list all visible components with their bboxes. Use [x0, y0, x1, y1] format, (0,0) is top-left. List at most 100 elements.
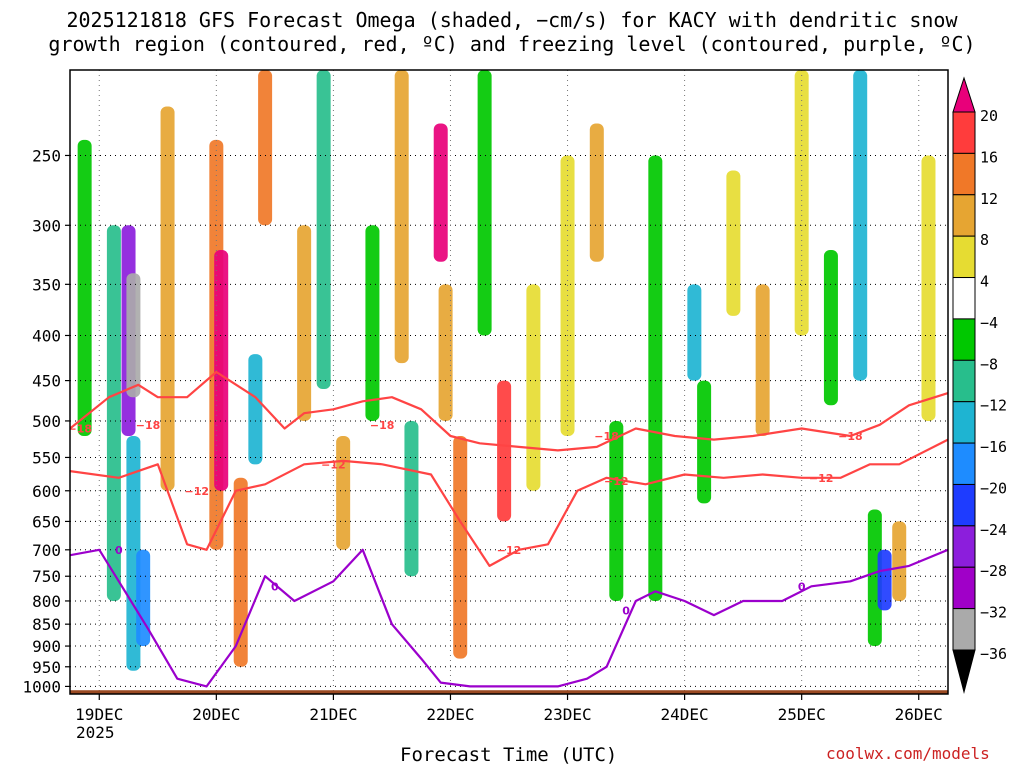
omega-cell-22: [497, 380, 512, 522]
colorbar-label-4: 4: [980, 273, 989, 291]
x-tick-label-26DEC: 26DEC: [895, 705, 943, 724]
y-tick-label-650: 650: [32, 512, 61, 531]
colorbar-swatch-10: [952, 483, 976, 527]
omega-cell-21: [477, 70, 492, 336]
omega-cell-29: [697, 380, 712, 504]
omega-cell-0: [77, 139, 92, 436]
minus18-isotherm-label-0: −18: [67, 423, 92, 436]
colorbar-swatch-1: [952, 111, 976, 154]
freezing-level-label-3: 0: [798, 580, 806, 593]
colorbar-label-7: −12: [980, 397, 1007, 415]
colorbar-swatch-9: [952, 442, 976, 485]
colorbar: 20 16 12 8 4 −4 −8 −12 −16 −20 −24 −28 −32 −36: [952, 76, 1007, 694]
omega-cell-11: [258, 70, 273, 226]
x-tick-label-21DEC: 21DEC: [309, 705, 357, 724]
y-tick-label-350: 350: [32, 275, 61, 294]
colorbar-swatch-8: [952, 401, 976, 444]
colorbar-swatch-6: [952, 318, 976, 361]
axes: 250 300 350 400 450 500 550 600 650 700 750 800 850 9…: [22, 146, 942, 742]
omega-cell-38: [921, 155, 936, 421]
colorbar-label-13: −36: [980, 645, 1007, 663]
omega-cell-1: [106, 225, 121, 601]
colorbar-label-0: 20: [980, 107, 998, 125]
omega-cell-33: [823, 250, 838, 406]
omega-cell-19: [438, 284, 453, 421]
colorbar-label-6: −8: [980, 355, 998, 373]
omega-cell-6: [160, 106, 175, 491]
minus12-isotherm-label-3: −12: [604, 475, 629, 488]
x-tick-sublabel-19DEC: 2025: [76, 723, 115, 742]
freezing-level-label-0: 0: [115, 544, 123, 557]
colorbar-label-5: −4: [980, 314, 998, 332]
omega-cell-28: [687, 284, 702, 381]
omega-cell-18: [433, 123, 448, 262]
contour-lines: −18 −18 −18 −18 −18 −12 −12 −12 −12 −12 0 0 0 0: [67, 370, 948, 688]
minus12-isotherm-label-4: −12: [809, 472, 834, 485]
colorbar-label-3: 8: [980, 231, 989, 249]
y-tick-label-600: 600: [32, 482, 61, 501]
colorbar-label-12: −32: [980, 604, 1007, 622]
freezing-level-label-2: 0: [622, 604, 630, 617]
omega-cell-35: [867, 509, 882, 647]
omega-cell-23: [526, 284, 541, 491]
y-tick-label-400: 400: [32, 326, 61, 345]
y-tick-label-800: 800: [32, 592, 61, 611]
colorbar-swatch-3: [952, 194, 976, 237]
colorbar-label-1: 16: [980, 148, 998, 166]
colorbar-swatch-11: [952, 525, 976, 568]
credit-link[interactable]: coolwx.com/models: [826, 744, 990, 763]
chart-title-line-1: 2025121818 GFS Forecast Omega (shaded, −…: [66, 8, 958, 32]
x-axis-label: Forecast Time (UTC): [400, 744, 618, 766]
omega-cell-12: [297, 225, 312, 421]
omega-cell-13: [316, 70, 331, 390]
colorbar-label-10: −24: [980, 521, 1007, 539]
colorbar-swatch-12: [952, 566, 976, 610]
y-tick-label-450: 450: [32, 372, 61, 391]
omega-cell-26: [609, 420, 624, 601]
colorbar-label-9: −20: [980, 479, 1007, 497]
y-tick-label-900: 900: [32, 637, 61, 656]
x-tick-label-19DEC: 19DEC: [75, 705, 123, 724]
colorbar-swatch-13: [952, 608, 976, 651]
minus18-isotherm-label-2: −18: [370, 419, 395, 432]
omega-cell-30: [726, 170, 741, 316]
y-tick-label-550: 550: [32, 448, 61, 467]
grid: [70, 70, 948, 694]
omega-cell-37: [892, 521, 907, 601]
minus12-isotherm: [70, 438, 948, 567]
omega-cell-20: [453, 435, 468, 659]
omega-cell-15: [365, 225, 380, 421]
terrain-surface: [70, 690, 948, 694]
omega-cell-16: [394, 70, 409, 364]
x-tick-label-25DEC: 25DEC: [778, 705, 826, 724]
omega-cell-8: [214, 250, 229, 491]
omega-cell-10: [248, 354, 263, 465]
y-tick-label-500: 500: [32, 412, 61, 431]
minus18-isotherm-label-3: −18: [594, 430, 619, 443]
omega-cell-25: [589, 123, 604, 262]
freezing-level: [70, 548, 948, 688]
y-tick-label-700: 700: [32, 541, 61, 560]
colorbar-bottom-arrow: [952, 649, 976, 694]
omega-shading: [77, 70, 936, 671]
y-tick-label-850: 850: [32, 615, 61, 634]
x-tick-label-22DEC: 22DEC: [426, 705, 474, 724]
colorbar-swatch-7: [952, 359, 976, 403]
omega-cell-31: [755, 284, 770, 436]
minus18-isotherm-label-4: −18: [838, 430, 863, 443]
minus12-isotherm-label-2: −12: [497, 544, 522, 557]
colorbar-label-8: −16: [980, 438, 1007, 456]
y-tick-label-950: 950: [32, 658, 61, 677]
plot-frame: [69, 69, 949, 695]
minus12-isotherm-label-0: −12: [185, 485, 210, 498]
colorbar-label-11: −28: [980, 562, 1007, 580]
minus18-isotherm-label-1: −18: [136, 419, 161, 432]
y-tick-label-750: 750: [32, 567, 61, 586]
omega-cell-36: [877, 549, 892, 611]
minus18-isotherm: [70, 370, 948, 452]
colorbar-swatch-2: [952, 152, 976, 196]
omega-cell-9: [233, 477, 248, 667]
omega-cell-14: [336, 435, 351, 550]
colorbar-swatch-5: [952, 277, 976, 320]
